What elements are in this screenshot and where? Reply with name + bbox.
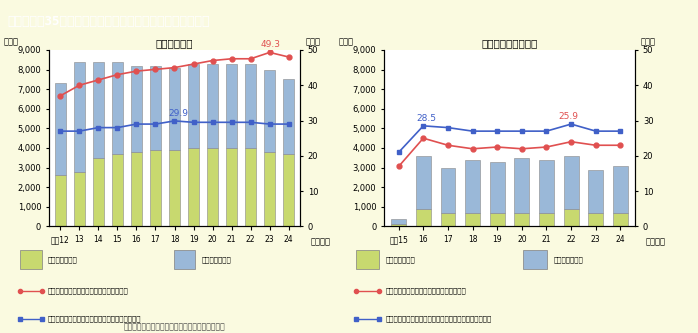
Text: 社会人入学者に占める女性割合（右目盛）: 社会人入学者に占める女性割合（右目盛） xyxy=(47,288,128,294)
Bar xyxy=(245,148,256,226)
Bar xyxy=(465,160,480,213)
Bar xyxy=(490,162,505,213)
FancyBboxPatch shape xyxy=(356,250,379,268)
Text: 28.5: 28.5 xyxy=(416,114,436,123)
Title: 〈修士課程〉: 〈修士課程〉 xyxy=(156,38,193,48)
Text: （人）: （人） xyxy=(3,37,19,46)
FancyBboxPatch shape xyxy=(524,250,547,268)
Bar xyxy=(150,150,161,226)
Bar xyxy=(73,62,85,171)
Text: （％）: （％） xyxy=(305,37,320,46)
Bar xyxy=(514,158,529,213)
Bar xyxy=(93,158,104,226)
Text: 第１－特－35図　社会人大学院入学者数の推移（男女別）: 第１－特－35図 社会人大学院入学者数の推移（男女別） xyxy=(7,15,209,29)
Bar xyxy=(226,148,237,226)
Bar xyxy=(245,64,256,148)
Text: （％）: （％） xyxy=(640,37,655,46)
Bar xyxy=(188,148,199,226)
Bar xyxy=(588,213,603,226)
FancyBboxPatch shape xyxy=(20,250,42,268)
Bar xyxy=(465,213,480,226)
X-axis label: （年度）: （年度） xyxy=(645,237,665,246)
Bar xyxy=(131,66,142,152)
Bar xyxy=(112,154,123,226)
Text: 49.3: 49.3 xyxy=(260,40,280,49)
Bar xyxy=(169,68,180,150)
Text: 専門職学位課程入学者全体に占める女性割合（右目盛）: 専門職学位課程入学者全体に占める女性割合（右目盛） xyxy=(386,316,492,322)
Bar xyxy=(539,160,554,213)
Bar xyxy=(188,64,199,148)
Bar xyxy=(73,171,85,226)
Bar xyxy=(207,64,218,148)
Bar xyxy=(564,156,579,209)
X-axis label: （年度）: （年度） xyxy=(310,237,330,246)
Bar xyxy=(283,154,295,226)
Bar xyxy=(264,152,276,226)
Bar xyxy=(440,167,455,213)
Bar xyxy=(440,213,455,226)
Bar xyxy=(112,62,123,154)
Bar xyxy=(264,70,276,152)
Text: 社会人女性人数: 社会人女性人数 xyxy=(47,256,77,262)
Bar xyxy=(392,218,406,224)
Bar xyxy=(226,64,237,148)
Bar xyxy=(207,148,218,226)
Bar xyxy=(392,224,406,226)
FancyBboxPatch shape xyxy=(174,250,195,268)
Bar xyxy=(416,156,431,209)
Bar xyxy=(54,175,66,226)
Text: 社会人男性人数: 社会人男性人数 xyxy=(201,256,231,262)
Text: （人）: （人） xyxy=(339,37,354,46)
Bar xyxy=(150,66,161,150)
Bar xyxy=(539,213,554,226)
Bar xyxy=(514,213,529,226)
Bar xyxy=(490,213,505,226)
Text: 25.9: 25.9 xyxy=(559,112,579,121)
Bar xyxy=(283,79,295,154)
Bar xyxy=(613,213,628,226)
Text: 社会人入学者に占める女性割合（右目盛）: 社会人入学者に占める女性割合（右目盛） xyxy=(386,288,466,294)
Bar xyxy=(613,166,628,213)
Bar xyxy=(169,150,180,226)
Bar xyxy=(131,152,142,226)
Title: 〈専門職学位課程〉: 〈専門職学位課程〉 xyxy=(482,38,537,48)
Bar xyxy=(54,83,66,175)
Text: 社会人女性人数: 社会人女性人数 xyxy=(386,256,415,262)
Text: 修士課程入学者全体に占める女性割合（右目盛）: 修士課程入学者全体に占める女性割合（右目盛） xyxy=(47,316,141,322)
Text: （備考）文部科学省「学校基本調査」より作成。: （備考）文部科学省「学校基本調査」より作成。 xyxy=(124,322,225,331)
Text: 29.9: 29.9 xyxy=(169,109,188,118)
Bar xyxy=(93,62,104,158)
Text: 社会人男性人数: 社会人男性人数 xyxy=(554,256,583,262)
Bar xyxy=(416,209,431,226)
Bar xyxy=(564,209,579,226)
Bar xyxy=(588,169,603,213)
